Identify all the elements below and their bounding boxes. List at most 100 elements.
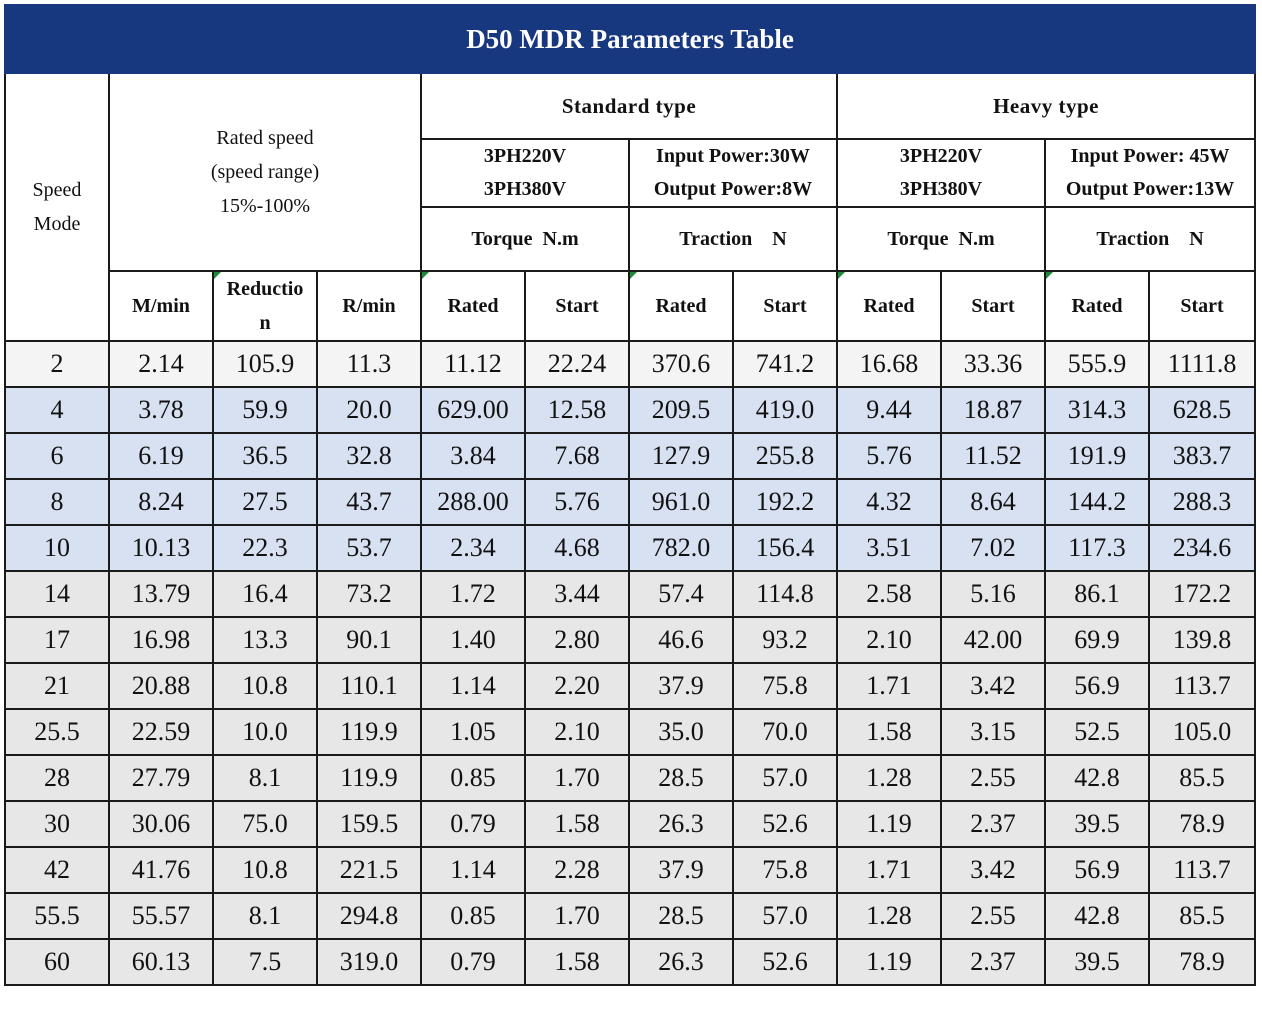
parameters-table: D50 MDR Parameters Table Speed Mode Rate… <box>3 4 1257 986</box>
cell-heavy-torque-start: 2.37 <box>940 800 1046 848</box>
cell-std-torque-rated: 288.00 <box>420 478 526 526</box>
cell-heavy-traction-start: 288.3 <box>1147 478 1257 526</box>
heavy-traction-header: Traction N <box>1043 206 1257 272</box>
col-reduction-line1: Reductio <box>226 278 304 300</box>
table-row: 8 8.24 27.5 43.7 288.00 5.76 961.0 192.2 4.32 8.6… <box>4 478 1257 526</box>
std-voltage-header: 3PH220V 3PH380V <box>420 138 630 208</box>
cell-std-torque-start: 4.68 <box>524 524 630 572</box>
cell-heavy-traction-start: 113.7 <box>1147 662 1257 710</box>
col-mmin-header: M/min <box>108 270 214 342</box>
col-std-traction-start-header: Start <box>732 270 838 342</box>
cell-std-traction-start: 57.0 <box>732 754 838 802</box>
heavy-power-line2: Output Power:13W <box>1065 178 1235 200</box>
cell-heavy-torque-start: 7.02 <box>940 524 1046 572</box>
cell-std-torque-rated: 3.84 <box>420 432 526 480</box>
cell-m-min: 8.24 <box>108 478 214 526</box>
cell-std-torque-start: 2.80 <box>524 616 630 664</box>
header-row-2: 3PH220V 3PH380V Input Power:30W Output P… <box>5 138 1257 208</box>
cell-std-traction-rated: 46.6 <box>628 616 734 664</box>
cell-m-min: 27.79 <box>108 754 214 802</box>
table-row: 25.5 22.59 10.0 119.9 1.05 2.10 35.0 70.0 1.58 3.… <box>4 708 1257 756</box>
cell-std-torque-start: 1.58 <box>524 938 630 986</box>
cell-heavy-traction-start: 85.5 <box>1147 754 1257 802</box>
cell-r-min: 20.0 <box>316 386 422 434</box>
cell-m-min: 2.14 <box>108 340 214 388</box>
cell-std-traction-rated: 26.3 <box>628 800 734 848</box>
cell-heavy-traction-start: 234.6 <box>1147 524 1257 572</box>
cell-r-min: 43.7 <box>316 478 422 526</box>
cell-heavy-torque-start: 2.55 <box>940 892 1046 940</box>
heavy-torque-header: Torque N.m <box>836 206 1046 272</box>
cell-std-torque-rated: 0.85 <box>420 754 526 802</box>
cell-heavy-traction-rated: 69.9 <box>1044 616 1150 664</box>
col-rmin-header: R/min <box>316 270 422 342</box>
cell-heavy-torque-start: 18.87 <box>940 386 1046 434</box>
cell-std-torque-rated: 1.40 <box>420 616 526 664</box>
cell-heavy-traction-rated: 117.3 <box>1044 524 1150 572</box>
cell-std-torque-start: 2.20 <box>524 662 630 710</box>
title-row: D50 MDR Parameters Table <box>3 4 1257 74</box>
heavy-voltage-line2: 3PH380V <box>899 178 983 200</box>
cell-std-torque-start: 2.10 <box>524 708 630 756</box>
table-row: 21 20.88 10.8 110.1 1.14 2.20 37.9 75.8 1.71 3.42… <box>4 662 1257 710</box>
cell-r-min: 73.2 <box>316 570 422 618</box>
cell-heavy-traction-start: 383.7 <box>1147 432 1257 480</box>
table-row: 28 27.79 8.1 119.9 0.85 1.70 28.5 57.0 1.28 2.55 4… <box>4 754 1257 802</box>
cell-heavy-traction-start: 78.9 <box>1147 938 1257 986</box>
rated-speed-line2: (speed range) <box>210 161 320 183</box>
header-row-3: Torque N.m Traction N Torque N.m Tractio… <box>5 206 1257 272</box>
table-row: 55.5 55.57 8.1 294.8 0.85 1.70 28.5 57.0 1.28 2.5… <box>4 892 1257 940</box>
cell-std-torque-rated: 1.14 <box>420 846 526 894</box>
cell-heavy-torque-start: 2.37 <box>940 938 1046 986</box>
cell-std-traction-start: 70.0 <box>732 708 838 756</box>
cell-heavy-torque-rated: 5.76 <box>836 432 942 480</box>
cell-heavy-traction-rated: 39.5 <box>1044 800 1150 848</box>
cell-std-traction-rated: 35.0 <box>628 708 734 756</box>
cell-std-torque-start: 1.70 <box>524 754 630 802</box>
std-voltage-line2: 3PH380V <box>483 178 567 200</box>
cell-std-torque-start: 12.58 <box>524 386 630 434</box>
cell-reduction: 16.4 <box>212 570 318 618</box>
cell-heavy-traction-start: 105.0 <box>1147 708 1257 756</box>
col-reduction-header: Reductio n <box>212 270 318 342</box>
cell-r-min: 159.5 <box>316 800 422 848</box>
cell-heavy-torque-start: 5.16 <box>940 570 1046 618</box>
cell-speed-mode: 60 <box>4 938 110 986</box>
cell-heavy-torque-start: 33.36 <box>940 340 1046 388</box>
cell-std-traction-rated: 209.5 <box>628 386 734 434</box>
cell-m-min: 41.76 <box>108 846 214 894</box>
cell-heavy-traction-start: 113.7 <box>1147 846 1257 894</box>
col-reduction-line2: n <box>259 312 271 334</box>
cell-speed-mode: 25.5 <box>4 708 110 756</box>
cell-r-min: 119.9 <box>316 708 422 756</box>
cell-r-min: 11.3 <box>316 340 422 388</box>
cell-std-traction-start: 75.8 <box>732 846 838 894</box>
cell-speed-mode: 6 <box>4 432 110 480</box>
cell-speed-mode: 4 <box>4 386 110 434</box>
cell-heavy-torque-rated: 1.71 <box>836 662 942 710</box>
cell-heavy-traction-start: 78.9 <box>1147 800 1257 848</box>
cell-heavy-traction-rated: 52.5 <box>1044 708 1150 756</box>
cell-std-torque-start: 3.44 <box>524 570 630 618</box>
std-power-header: Input Power:30W Output Power:8W <box>628 138 838 208</box>
cell-r-min: 53.7 <box>316 524 422 572</box>
table-row: 4 3.78 59.9 20.0 629.00 12.58 209.5 419.0 9.44 18… <box>4 386 1257 434</box>
cell-std-traction-start: 75.8 <box>732 662 838 710</box>
cell-std-traction-rated: 37.9 <box>628 662 734 710</box>
heavy-voltage-header: 3PH220V 3PH380V <box>836 138 1046 208</box>
cell-r-min: 221.5 <box>316 846 422 894</box>
cell-std-traction-rated: 28.5 <box>628 754 734 802</box>
cell-r-min: 119.9 <box>316 754 422 802</box>
cell-heavy-traction-rated: 42.8 <box>1044 892 1150 940</box>
cell-std-traction-start: 52.6 <box>732 938 838 986</box>
cell-m-min: 22.59 <box>108 708 214 756</box>
cell-heavy-torque-start: 42.00 <box>940 616 1046 664</box>
cell-std-torque-rated: 1.14 <box>420 662 526 710</box>
heavy-power-line1: Input Power: 45W <box>1070 145 1230 167</box>
heavy-voltage-line1: 3PH220V <box>899 145 983 167</box>
cell-speed-mode: 42 <box>4 846 110 894</box>
cell-heavy-traction-start: 628.5 <box>1147 386 1257 434</box>
cell-heavy-torque-start: 11.52 <box>940 432 1046 480</box>
table-row: 14 13.79 16.4 73.2 1.72 3.44 57.4 114.8 2.58 5.16… <box>4 570 1257 618</box>
cell-r-min: 32.8 <box>316 432 422 480</box>
